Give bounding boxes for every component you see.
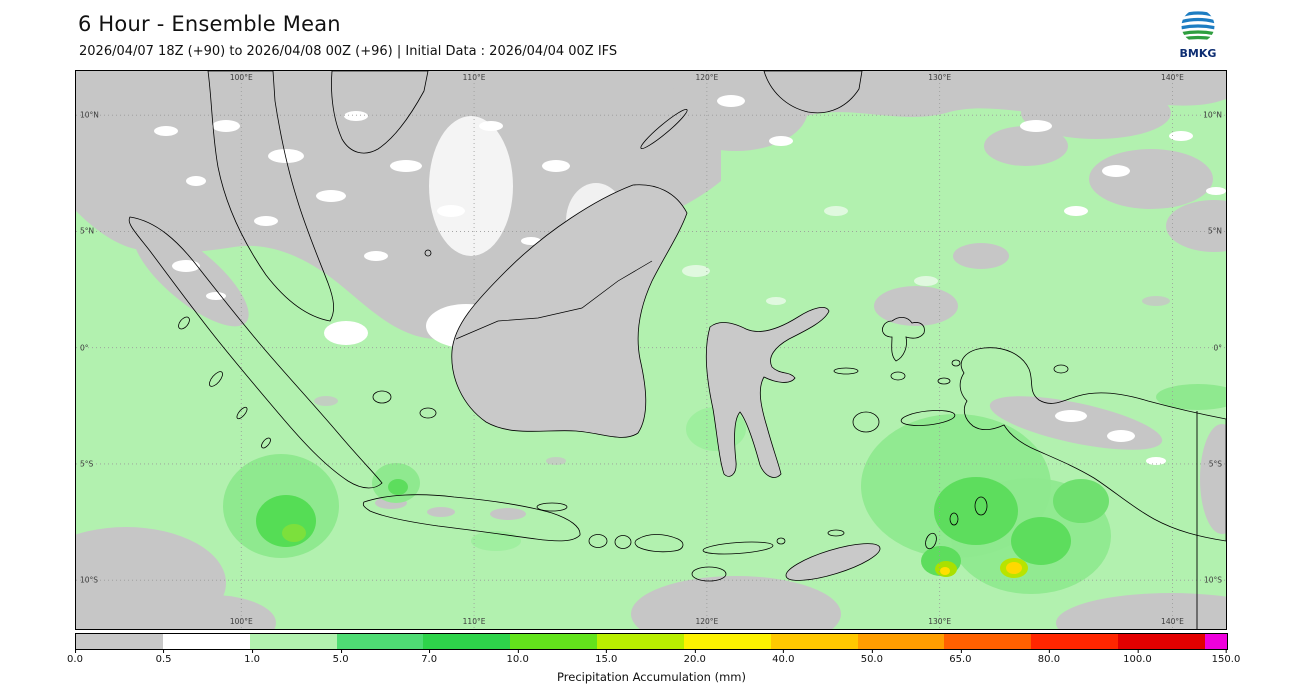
colorbar-tick-label: 0.5 bbox=[156, 650, 171, 665]
forecast-period-subtitle: 2026/04/07 18Z (+90) to 2026/04/08 00Z (… bbox=[79, 44, 618, 59]
bmkg-logo: BMKG bbox=[1172, 8, 1224, 59]
colorbar-segment bbox=[683, 634, 771, 649]
colorbar-segment bbox=[944, 634, 1032, 649]
precipitation-map: 100°E 100°E 110°E 110°E 120°E 120°E 130°E 130°E… bbox=[75, 70, 1227, 630]
colorbar-segment bbox=[249, 634, 337, 649]
colorbar-segment bbox=[857, 634, 945, 649]
colorbar-tick-label: 5.0 bbox=[333, 650, 349, 665]
colorbar-segment bbox=[1118, 634, 1205, 649]
colorbar-tick-label: 0.0 bbox=[67, 650, 83, 665]
colorbar-segment bbox=[1031, 634, 1119, 649]
colorbar-tick-label: 40.0 bbox=[772, 650, 794, 665]
colorbar-tick-label: 1.0 bbox=[244, 650, 260, 665]
map-canvas bbox=[76, 71, 1226, 629]
coastlines bbox=[128, 71, 1226, 582]
bmkg-logo-label: BMKG bbox=[1179, 47, 1217, 60]
colorbar-segment bbox=[510, 634, 598, 649]
colorbar-label: Precipitation Accumulation (mm) bbox=[557, 670, 746, 684]
colorbar-tick-label: 150.0 bbox=[1212, 650, 1240, 665]
colorbar-tick-label: 10.0 bbox=[507, 650, 529, 665]
colorbar-tick-label: 15.0 bbox=[595, 650, 617, 665]
colorbar-segment bbox=[597, 634, 684, 649]
dry-regions bbox=[76, 71, 1226, 629]
colorbar-tick-label: 20.0 bbox=[684, 650, 706, 665]
colorbar-tick-label: 7.0 bbox=[421, 650, 437, 665]
grid-layer bbox=[76, 71, 1226, 629]
colorbar-segment bbox=[423, 634, 511, 649]
bmkg-globe-icon bbox=[1181, 9, 1215, 43]
country-borders bbox=[455, 260, 1198, 629]
colorbar-segment bbox=[76, 634, 163, 649]
colorbar-tick-label: 65.0 bbox=[949, 650, 972, 665]
colorbar-segment bbox=[770, 634, 858, 649]
colorbar-segment bbox=[162, 634, 250, 649]
colorbar-segment bbox=[336, 634, 424, 649]
page-title: 6 Hour - Ensemble Mean bbox=[78, 12, 341, 36]
colorbar-tick-label: 100.0 bbox=[1123, 650, 1152, 665]
colorbar bbox=[75, 633, 1228, 650]
colorbar-ticks: 0.0 0.5 1.0 5.0 7.0 10.0 15.0 20.0 40.0 50.0 65.0 8… bbox=[67, 650, 1240, 666]
colorbar-tick-label: 80.0 bbox=[1038, 650, 1060, 665]
colorbar-tick-label: 50.0 bbox=[861, 650, 883, 665]
colorbar-extend-segment bbox=[1204, 634, 1227, 649]
